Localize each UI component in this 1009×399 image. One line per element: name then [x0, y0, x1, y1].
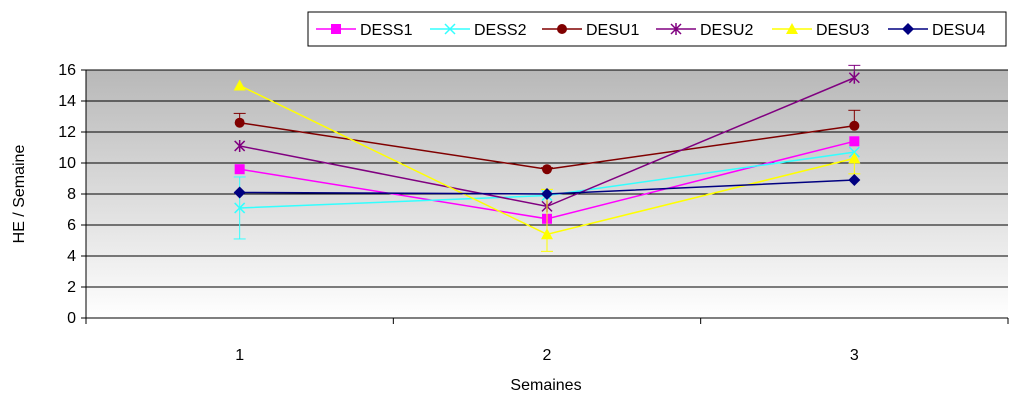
x-tick-label: 2 — [543, 347, 552, 364]
legend-label: DESU3 — [816, 22, 869, 39]
y-tick-label: 14 — [58, 93, 76, 110]
data-point — [234, 202, 246, 214]
data-point — [849, 136, 860, 147]
data-point — [541, 188, 553, 200]
legend-marker — [444, 23, 456, 35]
legend-entry: DESS2 — [430, 22, 527, 39]
y-tick-label: 12 — [58, 124, 76, 141]
legend-entry: DESU3 — [772, 22, 869, 39]
legend-marker — [902, 23, 914, 35]
y-tick-label: 8 — [67, 186, 76, 203]
data-point — [541, 228, 553, 240]
y-tick-label: 0 — [67, 310, 76, 327]
y-tick-label: 16 — [58, 62, 76, 79]
data-point — [848, 71, 860, 84]
legend: DESS1 DESS2 DESU1 DESU2 DESU3 DESU4 — [307, 11, 1007, 47]
legend-label: DESS2 — [474, 22, 527, 39]
y-axis-title: HE / Semaine — [11, 145, 28, 244]
legend-label: DESU1 — [586, 22, 639, 39]
legend-marker — [331, 24, 341, 34]
data-point — [848, 146, 860, 158]
data-point — [849, 120, 860, 131]
series-desu4 — [233, 174, 861, 200]
data-point — [233, 79, 246, 91]
legend-marker — [557, 24, 567, 34]
data-point — [233, 186, 246, 199]
legend-label: DESU2 — [700, 22, 753, 39]
data-point — [234, 117, 245, 128]
plot-area — [86, 64, 1008, 318]
legend-label: DESU4 — [932, 22, 985, 39]
legend-label: DESS1 — [360, 22, 413, 39]
y-tick-label: 10 — [58, 155, 76, 172]
y-tick-label: 2 — [67, 279, 76, 296]
x-axis-title: Semaines — [510, 377, 581, 394]
legend-entry: DESU1 — [542, 22, 639, 39]
x-tick-label: 1 — [235, 347, 244, 364]
legend-entry: DESS1 — [316, 22, 413, 39]
data-point — [234, 139, 246, 152]
series-desu3 — [233, 79, 861, 252]
x-tick-label: 3 — [850, 347, 859, 364]
data-point — [542, 164, 552, 175]
legend-marker — [786, 23, 798, 34]
legend-entry: DESU2 — [656, 22, 753, 39]
series-desu1 — [233, 109, 861, 175]
y-tick-label: 6 — [67, 217, 76, 234]
data-point — [848, 152, 861, 164]
y-tick-label: 4 — [67, 248, 76, 265]
data-point — [234, 164, 245, 175]
legend-entry: DESU4 — [888, 22, 985, 39]
legend-marker — [670, 23, 682, 35]
data-point — [848, 174, 861, 187]
